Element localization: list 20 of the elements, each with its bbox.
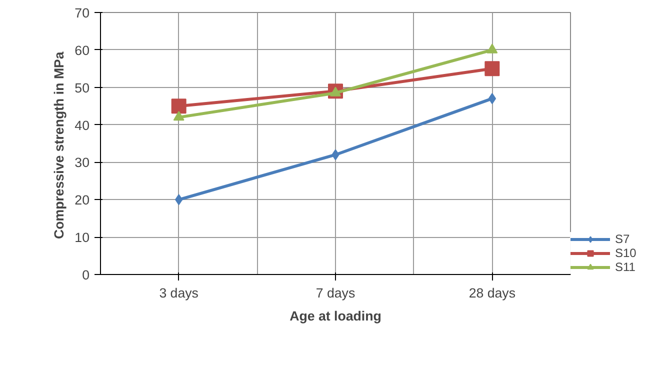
y-tick-label: 50 [74, 80, 90, 96]
y-axis-title: Compressive strength in MPa [52, 51, 67, 240]
point [486, 44, 498, 54]
x-tick-label: 3 days [159, 286, 199, 300]
y-tick-label: 10 [74, 230, 90, 246]
legend-label: S11 [615, 260, 636, 274]
legend-label: S10 [615, 246, 636, 260]
point [171, 98, 186, 114]
y-tick-label: 40 [74, 118, 90, 133]
x-axis-title: Age at loading [290, 308, 382, 324]
y-tick-label: 60 [74, 42, 90, 58]
y-tick-label: 70 [74, 6, 90, 20]
y-tick-label: 30 [74, 155, 90, 170]
legend-label: S7 [615, 232, 631, 246]
point [484, 61, 500, 76]
point [173, 111, 184, 121]
x-tick-label: 7 days [316, 286, 356, 300]
y-tick-label: 0 [82, 268, 90, 282]
y-tick-label: 20 [74, 192, 90, 208]
x-tick-label: 28 days [468, 286, 516, 300]
